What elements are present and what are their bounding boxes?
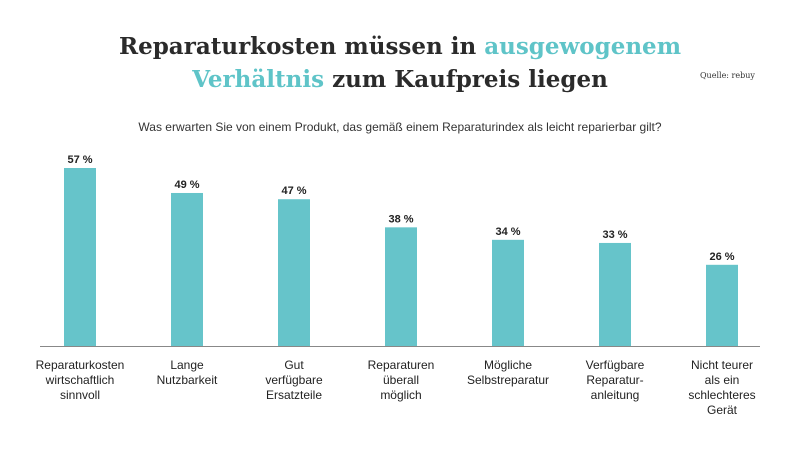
bar-4 [492, 239, 524, 346]
title-line2-accent: Verhältnis [192, 66, 325, 93]
chart-subtitle: Was erwarten Sie von einem Produkt, das … [138, 120, 662, 134]
value-label-1: 49 % [174, 179, 199, 191]
category-label-4: Mögliche Selbstreparatur [467, 358, 549, 387]
title-line2-text: zum Kaufpreis liegen [324, 66, 608, 93]
bar-6 [706, 264, 738, 346]
bar-5 [599, 242, 631, 346]
category-label-3: Reparaturen überall möglich [368, 358, 435, 402]
value-label-5: 33 % [602, 229, 627, 241]
category-label-1: Lange Nutzbarkeit [157, 358, 218, 387]
bar-2 [278, 199, 310, 346]
value-label-6: 26 % [709, 251, 734, 263]
title-line-2: Verhältnis zum Kaufpreis liegen [0, 63, 800, 96]
category-label-6: Nicht teurer als ein schlechteres Gerät [688, 358, 755, 417]
category-label-5: Verfügbare Reparatur-anleitung [586, 358, 645, 402]
bar-0 [64, 168, 96, 346]
value-label-3: 38 % [388, 213, 413, 225]
value-label-0: 57 % [67, 154, 92, 166]
title-line1-text: Reparaturkosten müssen in [118, 33, 485, 60]
title-line1-accent: ausgewogenem [484, 33, 682, 60]
bar-3 [385, 227, 417, 346]
chart-title: Reparaturkosten müssen in ausgewogenem V… [0, 30, 800, 96]
value-label-2: 47 % [281, 185, 306, 197]
value-label-4: 34 % [495, 226, 520, 238]
category-label-2: Gut verfügbare Ersatzteile [265, 358, 323, 402]
source-label: Quelle: rebuy [700, 71, 755, 80]
bar-1 [171, 192, 203, 346]
category-label-0: Reparaturkosten wirtschaftlich sinnvoll [36, 358, 125, 402]
title-line-1: Reparaturkosten müssen in ausgewogenem [0, 30, 800, 63]
